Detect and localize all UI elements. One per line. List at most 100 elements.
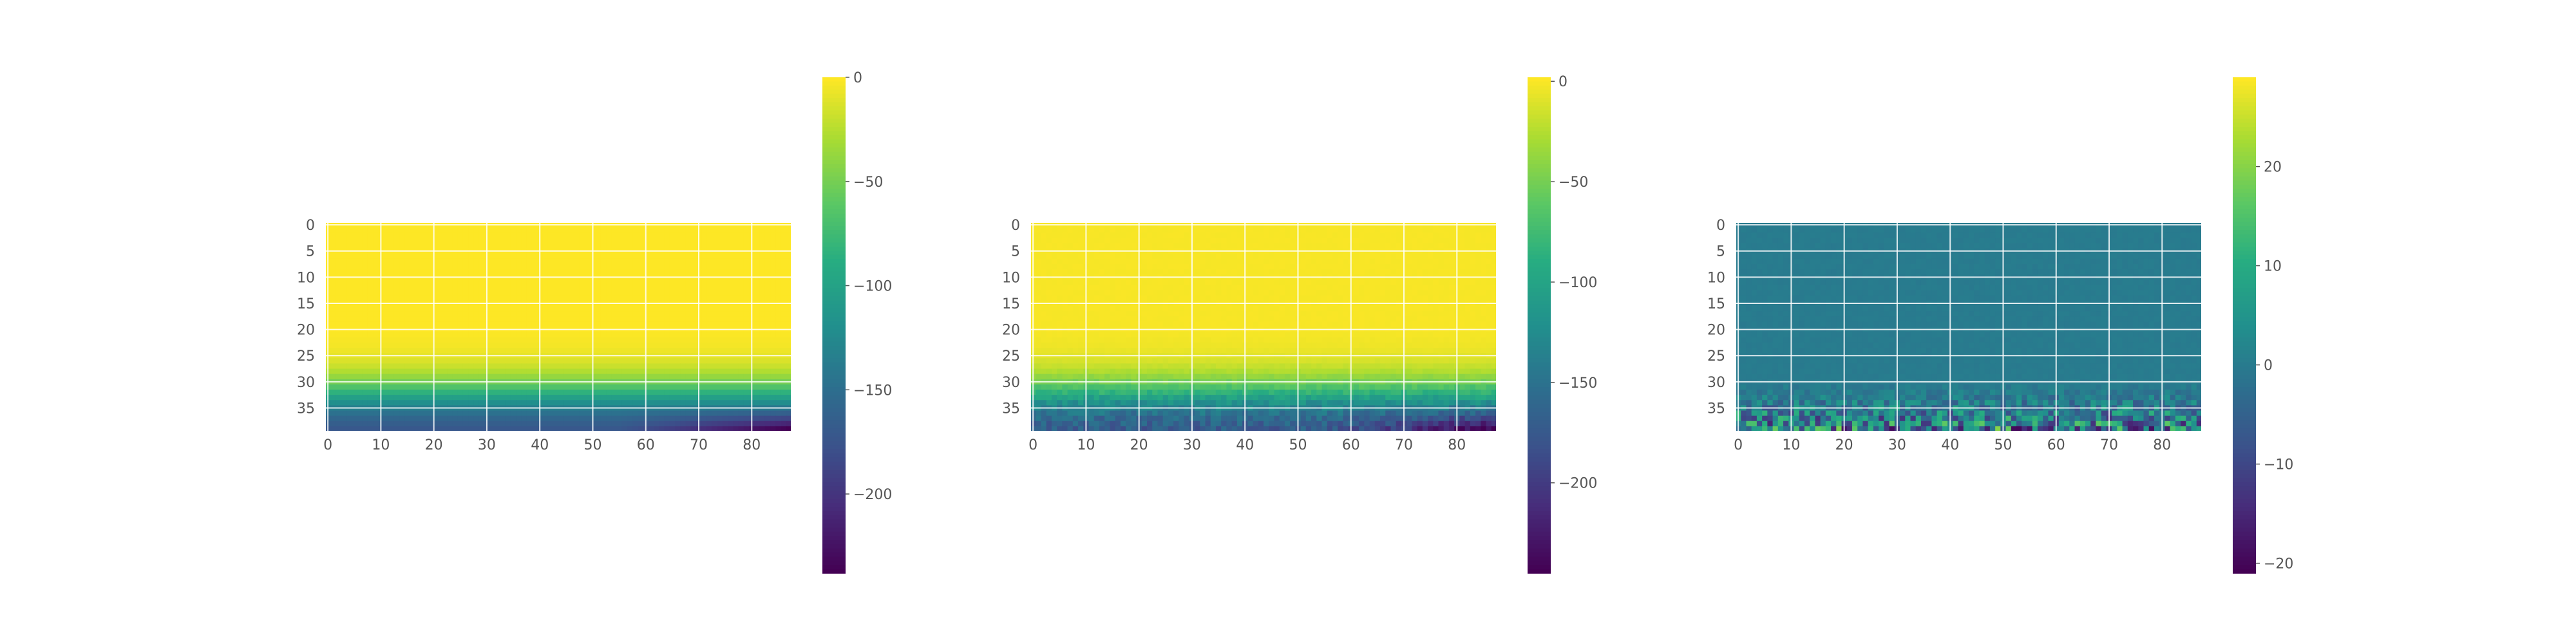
colorbar-segment (822, 391, 846, 396)
heatmap-cell (1120, 232, 1126, 238)
heatmap-cell (500, 316, 506, 322)
heatmap-cell (1110, 238, 1116, 244)
heatmap-cell (1253, 279, 1259, 286)
heatmap-cell (531, 290, 538, 296)
heatmap-cell (526, 390, 533, 395)
heatmap-cell (1338, 295, 1344, 301)
heatmap-cell (595, 311, 601, 317)
heatmap-cell (632, 374, 639, 380)
heatmap-cell (341, 358, 347, 364)
heatmap-cell (781, 390, 787, 395)
heatmap-cell (457, 390, 464, 395)
heatmap-cell (415, 421, 421, 427)
heatmap-cell (442, 415, 448, 422)
heatmap-cell (1396, 269, 1402, 275)
heatmap-cell (616, 426, 623, 432)
heatmap-cell (478, 358, 485, 364)
heatmap-cell (574, 342, 580, 348)
heatmap-cell (421, 264, 426, 270)
heatmap-cell (781, 363, 787, 370)
heatmap-cell (542, 264, 549, 270)
heatmap-cell (1215, 232, 1222, 238)
heatmap-cell (415, 269, 421, 275)
heatmap-cell (728, 285, 734, 291)
heatmap-cell (669, 332, 676, 338)
heatmap-cell (1088, 295, 1095, 301)
heatmap-cell (569, 368, 575, 375)
heatmap-cell (648, 290, 654, 296)
heatmap-cell (706, 269, 713, 275)
y-tick-label: 10 (297, 270, 315, 286)
heatmap-cell (1057, 253, 1063, 260)
heatmap-cell (478, 258, 485, 265)
heatmap-cell (521, 342, 527, 348)
heatmap-cell (336, 400, 342, 406)
heatmap-cell (770, 421, 776, 427)
heatmap-cell (500, 421, 506, 427)
heatmap-cell (1433, 285, 1439, 291)
heatmap-cell (1380, 238, 1386, 244)
heatmap-cell (357, 264, 363, 270)
heatmap-cell (1290, 279, 1296, 286)
heatmap-cell (659, 316, 665, 322)
heatmap-cell (526, 400, 533, 406)
heatmap-cell (712, 421, 718, 427)
heatmap-cell (1274, 232, 1280, 238)
heatmap-cell (706, 363, 713, 370)
heatmap-cell (1078, 290, 1084, 296)
heatmap-cell (558, 363, 564, 370)
heatmap-cell (1226, 279, 1233, 286)
heatmap-cell (421, 285, 426, 291)
heatmap-cell (616, 410, 623, 417)
heatmap-cell (611, 348, 618, 354)
heatmap-cell (712, 279, 718, 286)
heatmap-cell (712, 321, 718, 328)
colorbar-segment (822, 77, 846, 82)
heatmap-cell (595, 316, 601, 322)
heatmap-cell (1184, 253, 1190, 260)
heatmap-cell (362, 400, 368, 406)
heatmap-cell (627, 321, 633, 328)
heatmap-cell (1438, 253, 1444, 260)
heatmap-cell (632, 421, 639, 427)
colorbar-segment (822, 296, 846, 301)
heatmap-cell (404, 295, 411, 301)
colorbar-segment (822, 498, 846, 504)
heatmap-cell (516, 400, 522, 406)
heatmap-cell (1390, 253, 1397, 260)
heatmap-cell (706, 295, 713, 301)
heatmap-cell (399, 253, 406, 260)
heatmap-cell (462, 363, 469, 370)
heatmap-cell (1110, 258, 1116, 265)
heatmap-cell (553, 321, 559, 328)
heatmap-cell (712, 384, 718, 390)
heatmap-cell (759, 384, 766, 390)
heatmap-cell (336, 306, 342, 312)
heatmap-1-x-axis: 0 10 20 30 40 50 60 70 80 (323, 437, 761, 453)
heatmap-cell (659, 426, 665, 432)
heatmap-cell (346, 311, 352, 317)
heatmap-cell (542, 332, 549, 338)
heatmap-cell (759, 337, 766, 343)
heatmap-cell (664, 295, 670, 301)
heatmap-cell (468, 279, 474, 286)
heatmap-cell (1173, 295, 1179, 301)
heatmap-cell (669, 342, 676, 348)
heatmap-cell (1316, 238, 1323, 244)
colorbar-segment (822, 131, 846, 136)
heatmap-cell (1380, 285, 1386, 291)
heatmap-cell (436, 258, 442, 265)
heatmap-cell (786, 337, 792, 343)
heatmap-cell (1051, 290, 1057, 296)
heatmap-cell (706, 227, 713, 233)
heatmap-cell (733, 311, 739, 317)
heatmap-cell (510, 290, 516, 296)
heatmap-cell (1179, 285, 1185, 291)
heatmap-cell (600, 337, 607, 343)
heatmap-cell (585, 285, 591, 291)
colorbar-tick-label: −200 (853, 487, 892, 503)
heatmap-cell (1258, 227, 1264, 233)
heatmap-cell (510, 348, 516, 354)
heatmap-cell (410, 400, 416, 406)
heatmap-cell (383, 337, 390, 343)
